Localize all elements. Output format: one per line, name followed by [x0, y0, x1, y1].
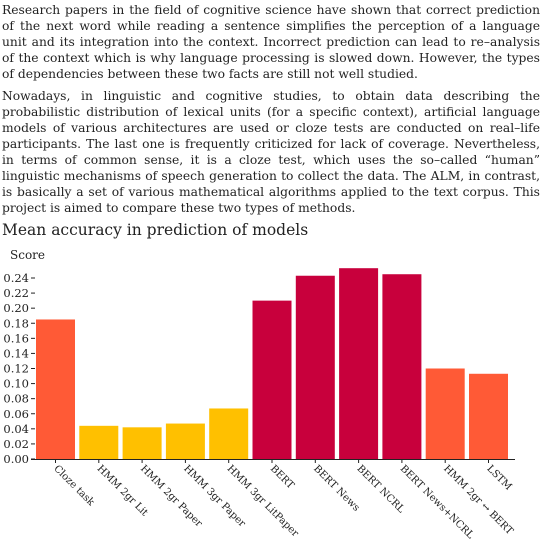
- y-tick-label: 0.04: [3, 422, 29, 436]
- y-tick-label: 0.12: [3, 362, 29, 376]
- x-tick-label: BERT News+NCRL: [398, 463, 476, 541]
- y-axis: 0.000.020.040.060.080.100.12 0.140.160.18…: [3, 271, 35, 466]
- intro-paragraph-2: Nowadays, in linguistic and cognitive st…: [2, 89, 540, 215]
- x-tick-label: BERT: [268, 463, 296, 491]
- y-tick-label: 0.14: [3, 346, 29, 360]
- intro-text: Research papers in the field of cognitiv…: [2, 2, 540, 222]
- x-tick-label: HMM 3gr LitPaper: [225, 463, 301, 539]
- y-tick-label: 0.24: [3, 271, 29, 285]
- y-axis-label: Score: [10, 248, 46, 262]
- y-tick-label: 0.18: [3, 316, 29, 330]
- bar[interactable]: [295, 275, 335, 459]
- y-tick-label: 0.02: [3, 437, 29, 451]
- y-tick-label: 0.16: [3, 331, 29, 345]
- bar[interactable]: [252, 300, 292, 459]
- intro-paragraph-1: Research papers in the field of cognitiv…: [2, 3, 540, 81]
- chart-title: Mean accuracy in prediction of models: [2, 221, 309, 239]
- bar[interactable]: [425, 368, 465, 460]
- x-tick-label: LSTM: [484, 463, 513, 492]
- x-tick-label: BERT News: [311, 463, 361, 513]
- bar[interactable]: [469, 373, 508, 459]
- bars: [36, 268, 508, 459]
- bar[interactable]: [79, 425, 119, 459]
- y-tick-label: 0.22: [3, 286, 29, 300]
- y-tick-label: 0.08: [3, 392, 29, 406]
- bar[interactable]: [339, 268, 379, 459]
- bar[interactable]: [122, 427, 162, 459]
- x-tick-label: Cloze task: [51, 463, 97, 509]
- bar-chart: 0.000.020.040.060.080.100.12 0.140.160.18…: [3, 268, 515, 541]
- bar[interactable]: [209, 408, 249, 459]
- y-tick-label: 0.20: [3, 301, 29, 315]
- y-tick-label: 0.00: [3, 452, 29, 466]
- y-tick-label: 0.10: [3, 377, 29, 391]
- y-tick-label: 0.06: [3, 407, 29, 421]
- bar[interactable]: [165, 423, 205, 459]
- bar[interactable]: [36, 319, 75, 459]
- bar[interactable]: [382, 274, 422, 459]
